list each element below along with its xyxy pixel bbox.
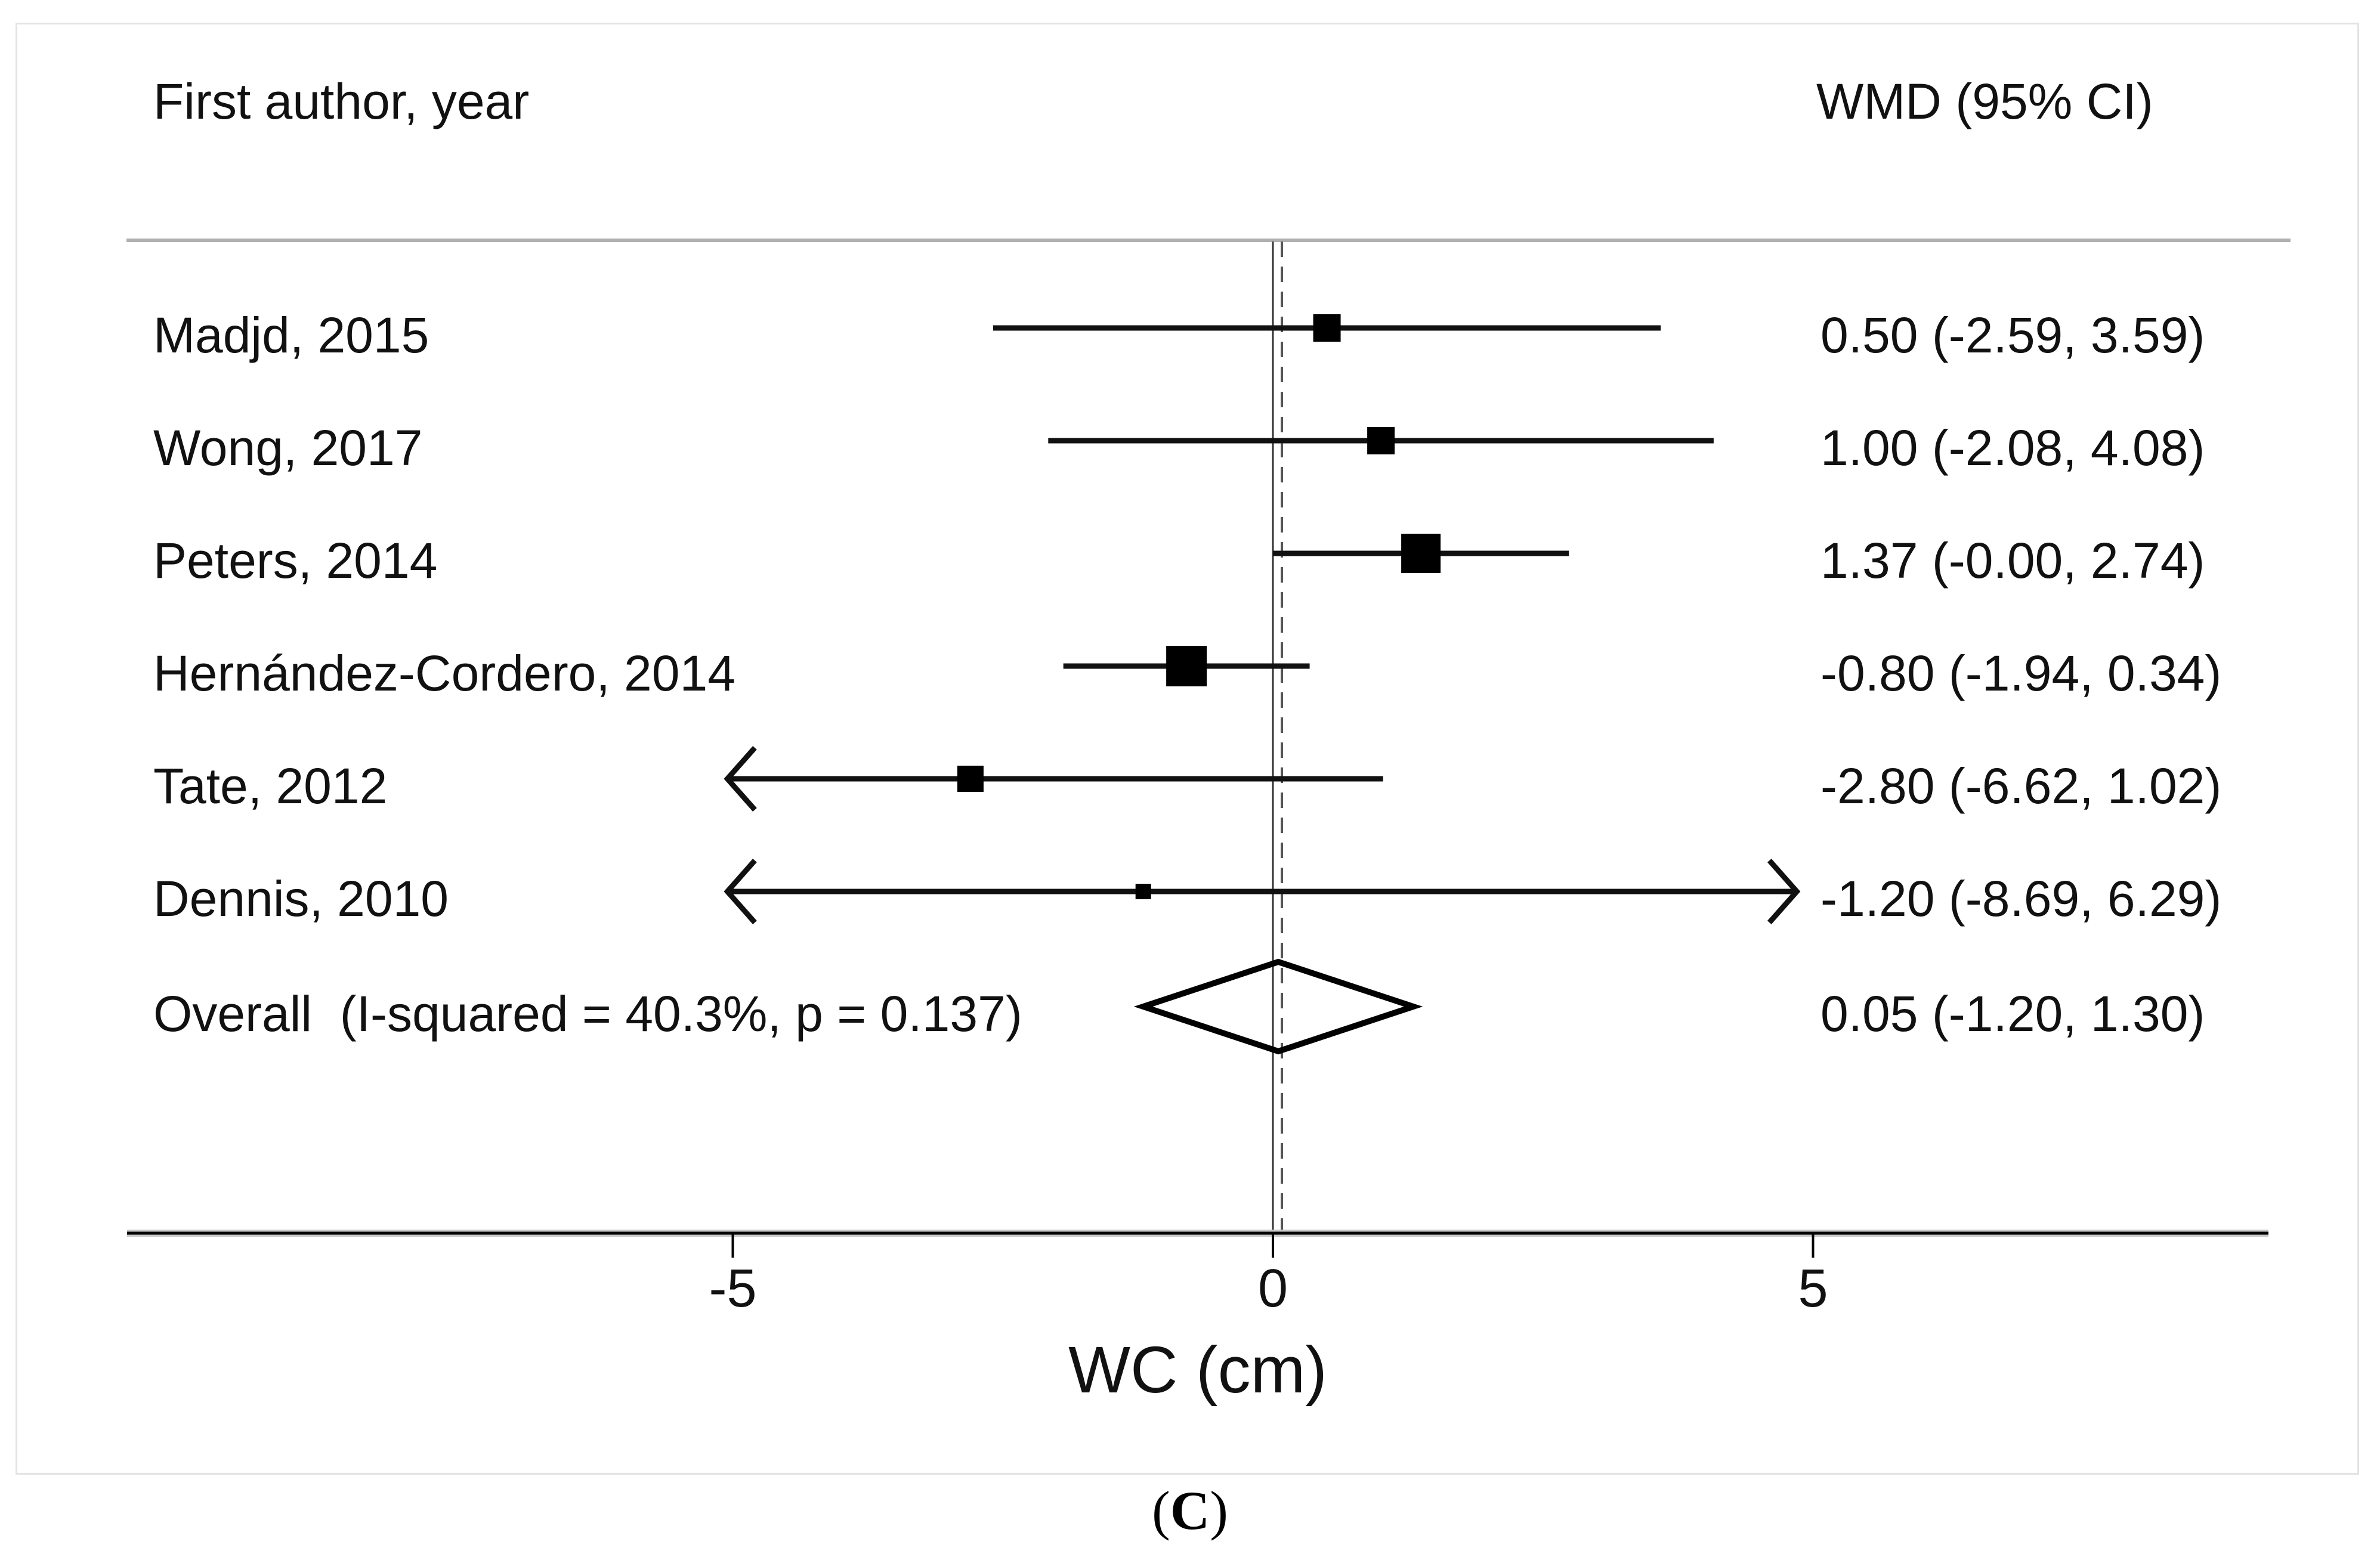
column-header-wmd: WMD (95% CI) bbox=[1816, 73, 2153, 129]
x-axis-title: WC (cm) bbox=[1068, 1333, 1327, 1407]
study-wmd-value: -1.20 (-8.69, 6.29) bbox=[1820, 871, 2222, 927]
study-wmd-value: 0.50 (-2.59, 3.59) bbox=[1820, 307, 2205, 363]
x-tick-label: 0 bbox=[1257, 1259, 1288, 1318]
study-wmd-value: -2.80 (-6.62, 1.02) bbox=[1820, 758, 2222, 814]
study-label: Wong, 2017 bbox=[153, 420, 423, 476]
study-label: Tate, 2012 bbox=[153, 758, 388, 814]
effect-size-marker bbox=[1367, 427, 1395, 454]
clip-arrow-left bbox=[724, 746, 757, 812]
header-separator-line bbox=[126, 239, 2291, 242]
study-wmd-value: -0.80 (-1.94, 0.34) bbox=[1820, 645, 2222, 701]
overall-label: Overall (I-squared = 40.3%, p = 0.137) bbox=[153, 986, 1022, 1042]
effect-size-marker bbox=[1401, 534, 1441, 573]
effect-size-marker bbox=[957, 766, 984, 792]
overall-diamond bbox=[1133, 958, 1423, 1055]
caption-letter: C bbox=[1170, 1480, 1210, 1541]
clip-arrow-right bbox=[1767, 859, 1801, 924]
clip-arrow-left bbox=[724, 859, 757, 924]
effect-size-marker bbox=[1166, 646, 1207, 686]
figure-caption: (C) bbox=[0, 1483, 2380, 1538]
study-label: Madjd, 2015 bbox=[153, 307, 429, 363]
caption-close-paren: ) bbox=[1210, 1480, 1228, 1541]
overall-wmd-value: 0.05 (-1.20, 1.30) bbox=[1820, 986, 2205, 1042]
study-label: Peters, 2014 bbox=[153, 533, 438, 589]
caption-open-paren: ( bbox=[1152, 1480, 1170, 1541]
study-label: Dennis, 2010 bbox=[153, 871, 449, 927]
effect-size-marker bbox=[1135, 884, 1151, 899]
study-wmd-value: 1.00 (-2.08, 4.08) bbox=[1820, 420, 2205, 476]
study-wmd-value: 1.37 (-0.00, 2.74) bbox=[1820, 533, 2205, 589]
effect-size-marker bbox=[1313, 314, 1341, 342]
x-tick-label: -5 bbox=[709, 1259, 757, 1318]
study-label: Hernández-Cordero, 2014 bbox=[153, 645, 735, 701]
column-header-study: First author, year bbox=[153, 73, 530, 129]
x-tick-label: 5 bbox=[1798, 1259, 1828, 1318]
